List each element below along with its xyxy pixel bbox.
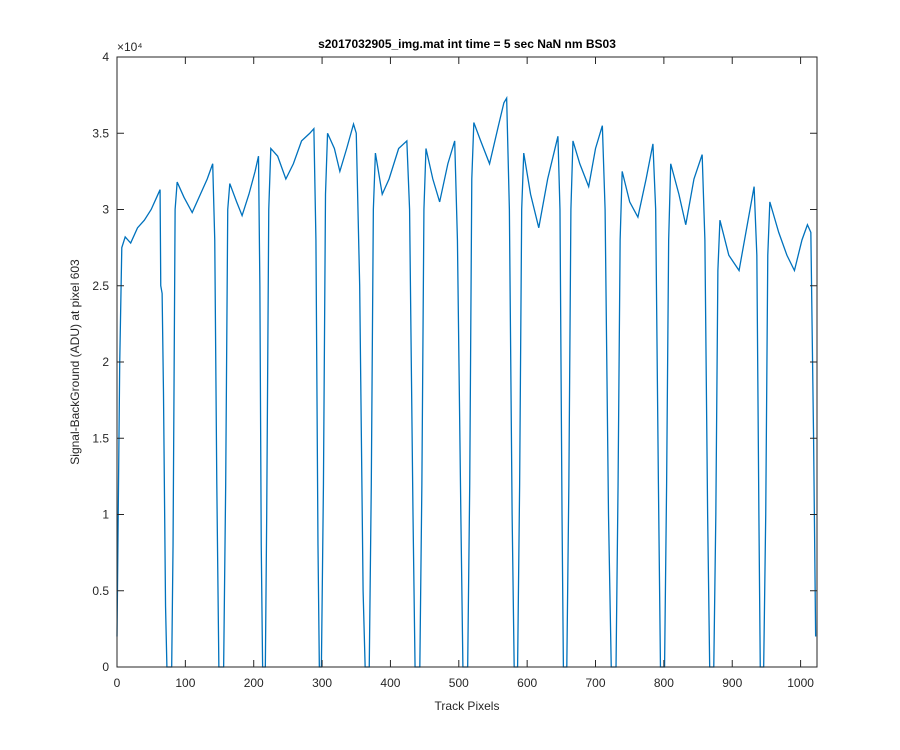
x-tick-label: 600 xyxy=(517,676,537,690)
y-tick-label: 0 xyxy=(102,660,109,674)
x-axis-label: Track Pixels xyxy=(435,699,500,713)
x-tick-label: 200 xyxy=(244,676,264,690)
x-tick-label: 1000 xyxy=(787,676,814,690)
chart-title: s2017032905_img.mat int time = 5 sec NaN… xyxy=(318,37,616,51)
x-tick-label: 100 xyxy=(175,676,195,690)
y-tick-label: 4 xyxy=(102,50,109,64)
y-tick-label: 3.5 xyxy=(92,126,109,140)
y-tick-label: 1 xyxy=(102,508,109,522)
x-tick-label: 900 xyxy=(722,676,742,690)
y-tick-label: 2.5 xyxy=(92,279,109,293)
x-tick-label: 700 xyxy=(586,676,606,690)
x-tick-label: 300 xyxy=(312,676,332,690)
x-tick-label: 0 xyxy=(114,676,121,690)
x-tick-label: 400 xyxy=(380,676,400,690)
x-tick-label: 800 xyxy=(654,676,674,690)
y-tick-label: 3 xyxy=(102,203,109,217)
data-line xyxy=(116,95,817,668)
x-tick-label: 500 xyxy=(449,676,469,690)
y-tick-label: 0.5 xyxy=(92,584,109,598)
y-tick-label: 2 xyxy=(102,355,109,369)
y-tick-label: 1.5 xyxy=(92,431,109,445)
y-axis-label: Signal-BackGround (ADU) at pixel 603 xyxy=(68,259,82,465)
y-exponent: ×10⁴ xyxy=(117,40,143,54)
